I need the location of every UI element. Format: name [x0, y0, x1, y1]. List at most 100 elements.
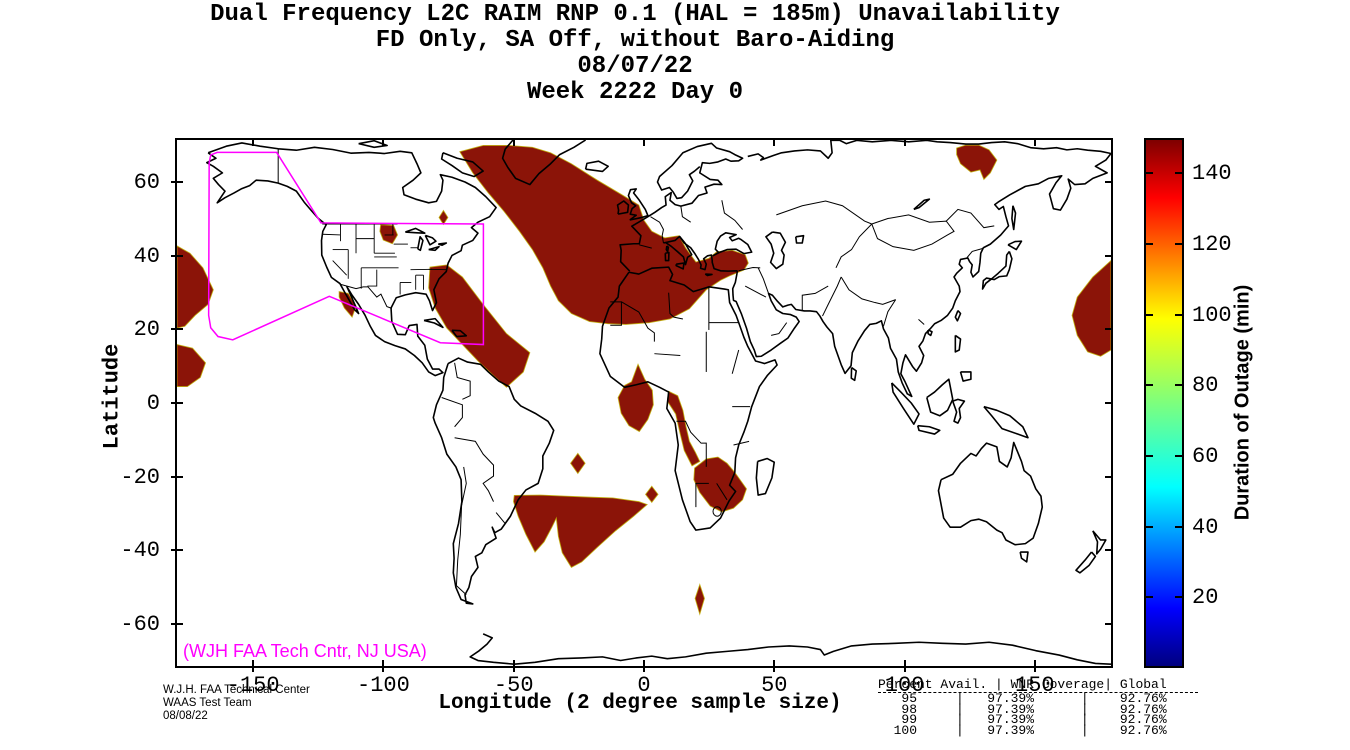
colorbar-tick-mark	[1146, 525, 1153, 528]
colorbar-tick-mark	[1175, 596, 1182, 599]
x-top-tick-mark	[382, 140, 385, 146]
y-tick-label: -60	[120, 611, 160, 637]
outage-region-upper-midwest-us	[380, 225, 398, 244]
table-row: 99 | 97.39% | 92.76%	[878, 712, 1167, 728]
table-row: 100 | 97.39% | 92.76%	[878, 723, 1167, 739]
colorbar-tick-label: 100	[1192, 302, 1232, 328]
x-tick-label: 100	[884, 673, 925, 698]
colorbar	[1144, 138, 1184, 668]
y-right-tick-mark	[1105, 328, 1111, 331]
y-tick-label: 40	[133, 243, 160, 269]
outage-region-north-atlantic-europe-north-africa	[460, 145, 749, 324]
x-tick-label: 0	[637, 673, 651, 698]
colorbar-tick-mark	[1175, 313, 1182, 316]
credit-line-3: 08/08/22	[163, 710, 208, 722]
x-tick-label: 50	[761, 673, 788, 698]
outage-region-mid-south-atlantic-diamond	[571, 453, 586, 473]
colorbar-tick-mark	[1175, 455, 1182, 457]
outage-region-southern-africa	[694, 457, 747, 512]
credit-line-2: WAAS Test Team	[163, 697, 252, 709]
x-top-tick-mark	[1033, 140, 1036, 146]
lesotho-border	[713, 507, 721, 516]
x-axis-label: Longitude (2 degree sample size)	[438, 692, 842, 715]
waas-service-boundary	[209, 152, 484, 344]
outage-region-pacific-date-line-east	[1072, 261, 1111, 357]
colorbar-tick-label: 60	[1192, 444, 1219, 469]
y-tick-mark	[171, 402, 183, 404]
outage-region-north-pacific-west-upper	[177, 246, 213, 328]
y-right-tick-mark	[1105, 181, 1111, 184]
colorbar-label: Duration of Outage (min)	[1231, 284, 1254, 521]
credit-line-1: W.J.H. FAA Technical Center	[163, 684, 310, 696]
colorbar-tick-mark	[1146, 313, 1153, 316]
outage-region-gulf-of-guinea	[618, 364, 653, 431]
x-tick-mark	[252, 660, 255, 672]
colorbar-tick-mark	[1146, 172, 1153, 175]
x-tick-label: -50	[493, 673, 534, 698]
colorbar-tick-mark	[1175, 243, 1182, 245]
y-right-tick-mark	[1105, 622, 1111, 625]
y-right-tick-mark	[1105, 254, 1111, 257]
map-credit-label: (WJH FAA Tech Cntr, NJ USA)	[183, 641, 427, 661]
y-tick-label: 20	[133, 317, 160, 343]
colorbar-tick-mark	[1146, 455, 1153, 457]
x-tick-mark	[382, 660, 385, 672]
y-tick-mark	[171, 549, 183, 552]
x-tick-mark	[1033, 660, 1036, 672]
colorbar-tick-label: 120	[1192, 232, 1232, 257]
title-line-4: Week 2222 Day 0	[526, 79, 744, 106]
colorbar-tick-mark	[1175, 384, 1182, 387]
colorbar-tick-mark	[1175, 525, 1182, 528]
colorbar-tick-label: 40	[1192, 514, 1219, 540]
x-tick-mark	[773, 660, 776, 672]
availability-table: Percent Avail. | WNR Coverage| Global 95…	[878, 677, 1198, 739]
colorbar-tick-mark	[1146, 384, 1153, 387]
y-tick-label: 0	[146, 391, 160, 416]
outage-region-caribbean-west-atlantic-band	[429, 265, 530, 387]
y-right-tick-mark	[1105, 475, 1111, 478]
colorbar-tick-label: 20	[1192, 585, 1219, 611]
country-borders	[278, 149, 994, 595]
x-top-tick-mark	[252, 140, 255, 146]
x-tick-mark	[903, 660, 906, 672]
colorbar-tick-mark	[1175, 172, 1182, 175]
outage-region-siberia-northeast	[957, 145, 997, 179]
colorbar-tick-mark	[1146, 243, 1153, 245]
coastlines	[207, 140, 1111, 664]
y-tick-mark	[171, 254, 183, 257]
title-line-3: 08/07/22	[577, 53, 693, 80]
world-map	[177, 140, 1111, 666]
y-tick-mark	[171, 181, 183, 184]
outage-region-north-pacific-west-lower	[177, 345, 206, 387]
table-header-row: Percent Avail. | WNR Coverage| Global	[878, 677, 1198, 693]
table-row: 98 | 97.39% | 92.76%	[878, 701, 1167, 717]
table-row: 95 | 97.39% | 92.76%	[878, 690, 1167, 706]
x-top-tick-mark	[903, 140, 906, 146]
colorbar-tick-mark	[1146, 596, 1153, 599]
x-tick-label: 150	[1015, 673, 1055, 698]
colorbar-tick-label: 80	[1192, 373, 1219, 399]
title-line-1: Dual Frequency L2C RAIM RNP 0.1 (HAL = 1…	[210, 1, 1060, 28]
us-state-borders	[322, 224, 447, 294]
title-line-2: FD Only, SA Off, without Baro-Aiding	[375, 27, 895, 54]
y-right-tick-mark	[1105, 402, 1111, 404]
y-tick-label: -40	[120, 538, 160, 564]
outage-region-angola-congo-coast	[667, 391, 699, 466]
x-top-tick-mark	[643, 140, 645, 146]
outage-regions	[177, 145, 1111, 614]
x-top-tick-mark	[512, 140, 515, 146]
outage-region-south-atlantic-small-diamond-east	[646, 486, 658, 502]
x-tick-label: -100	[357, 673, 410, 698]
x-tick-mark	[512, 660, 515, 672]
y-tick-mark	[171, 622, 183, 625]
outage-region-south-atlantic-central	[513, 495, 647, 567]
x-top-tick-mark	[773, 140, 776, 146]
y-tick-label: -20	[120, 464, 160, 490]
x-tick-label: -150	[226, 673, 280, 698]
credit-block: W.J.H. FAA Technical Center WAAS Test Te…	[163, 684, 310, 723]
map-plot-area: (WJH FAA Tech Cntr, NJ USA)	[175, 138, 1113, 668]
x-tick-mark	[643, 660, 645, 672]
outage-region-hudson-bay-south-diamond	[439, 210, 448, 224]
y-right-tick-mark	[1105, 549, 1111, 552]
